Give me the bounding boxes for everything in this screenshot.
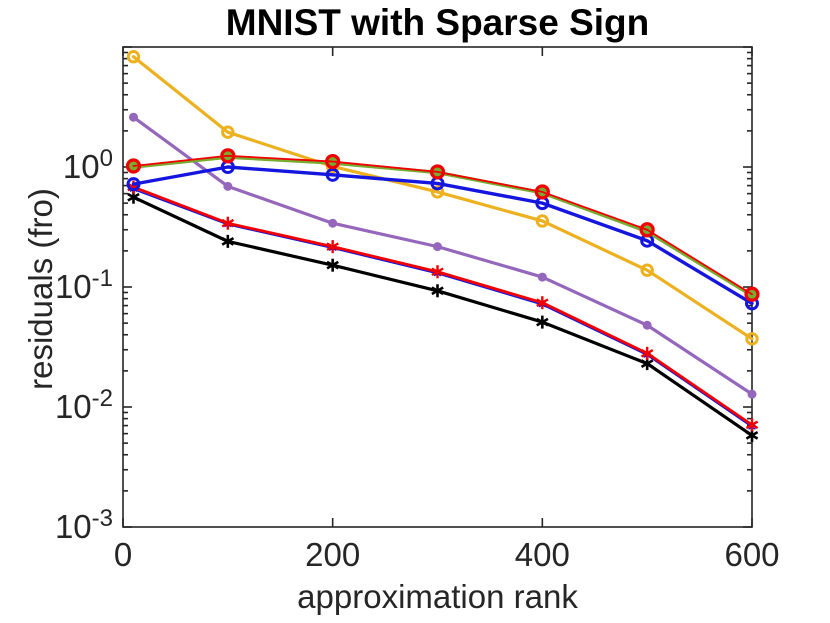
marker-dot <box>328 218 338 228</box>
x-tick-label: 600 <box>724 536 780 573</box>
series-line-red-circles <box>132 154 753 296</box>
x-tick-label: 200 <box>305 536 361 573</box>
y-tick-label: 100 <box>62 144 113 185</box>
marker-asterisk-arm <box>326 260 339 270</box>
marker-asterisk-arm <box>326 242 339 251</box>
marker-dot <box>747 389 757 399</box>
marker-circle-open <box>640 263 654 277</box>
marker-asterisk-arm <box>431 267 444 277</box>
y-tick-label: 10-1 <box>54 264 113 305</box>
marker-asterisk-arm <box>640 349 654 358</box>
y-tick-label: 10-2 <box>54 384 113 425</box>
marker-asterisk-arm <box>745 420 759 430</box>
marker-dot <box>128 112 138 122</box>
y-tick-label: 10-3 <box>54 504 113 545</box>
marker-asterisk-arm <box>536 317 549 327</box>
marker-dot <box>223 181 233 191</box>
marker-asterisk-arm <box>221 218 235 228</box>
series-line-orange-circles <box>131 55 754 341</box>
marker-circle-open <box>220 148 236 164</box>
marker-asterisk-arm <box>745 431 759 440</box>
marker-circle-open <box>745 332 759 346</box>
marker-circle-open <box>534 184 550 200</box>
marker-dot <box>642 320 652 330</box>
marker-circle-open <box>639 222 655 238</box>
marker-circle-open <box>125 158 142 174</box>
marker-asterisk-arm <box>536 298 549 307</box>
marker-circle-open <box>535 214 550 228</box>
chart-title: MNIST with Sparse Sign <box>225 2 650 43</box>
x-tick-label: 400 <box>514 536 570 573</box>
x-tick-label: 0 <box>113 536 133 573</box>
marker-asterisk-arm <box>431 286 444 296</box>
marker-circle-open <box>325 167 340 182</box>
marker-circle-open <box>126 50 141 64</box>
marker-asterisk-arm <box>640 359 654 368</box>
marker-circle-open <box>126 177 141 192</box>
marker-circle-open <box>429 164 446 180</box>
series-line-black-asterisks <box>131 195 754 437</box>
marker-dot <box>537 272 547 282</box>
x-axis-label: approximation rank <box>297 578 578 615</box>
marker-asterisk-arm <box>127 192 140 202</box>
marker-dot <box>433 242 442 252</box>
marker-circle-open <box>430 185 445 199</box>
marker-circle-open <box>325 153 341 170</box>
marker-circle-open <box>744 286 760 302</box>
marker-circle-open <box>221 125 235 139</box>
series-line-blue-circles <box>131 165 754 306</box>
marker-asterisk-arm <box>221 236 235 246</box>
